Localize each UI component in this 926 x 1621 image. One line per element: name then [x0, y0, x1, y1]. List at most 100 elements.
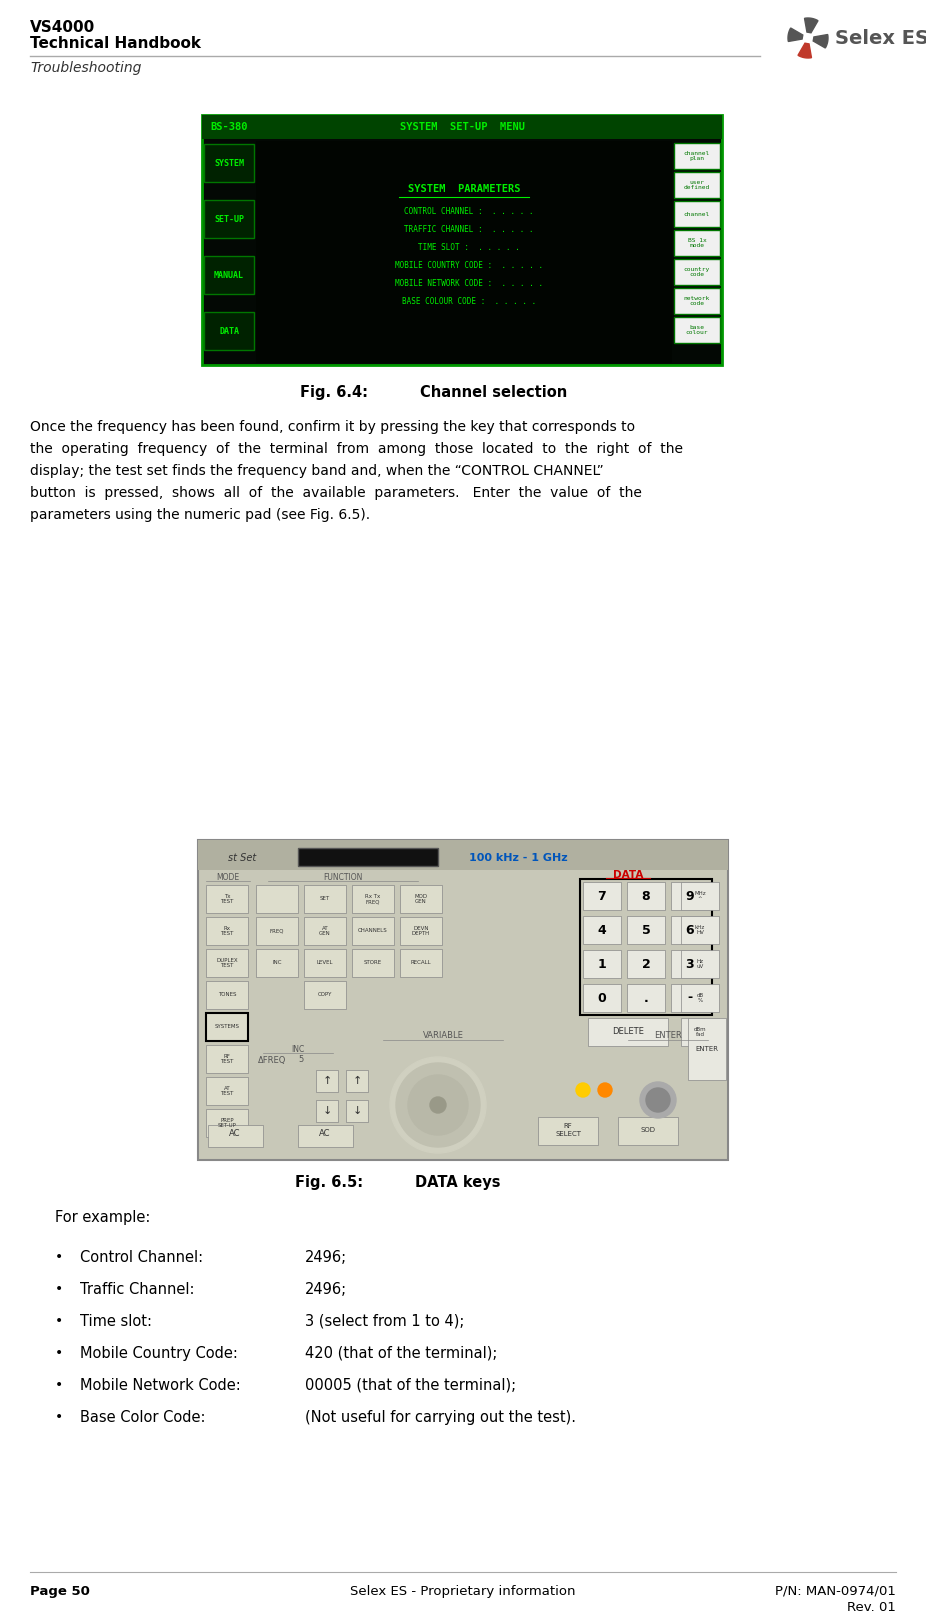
- Bar: [538, 1117, 598, 1144]
- Text: Technical Handbook: Technical Handbook: [30, 36, 201, 50]
- Text: SYSTEMS: SYSTEMS: [215, 1024, 240, 1029]
- Text: channel: channel: [684, 211, 710, 217]
- Text: country
code: country code: [684, 266, 710, 277]
- Text: 2: 2: [642, 958, 650, 971]
- Text: SYSTEM  PARAMETERS: SYSTEM PARAMETERS: [407, 185, 520, 195]
- Bar: [206, 948, 248, 977]
- Text: COPY: COPY: [318, 992, 332, 997]
- Bar: [583, 882, 621, 909]
- Bar: [688, 1018, 726, 1080]
- Text: DATA: DATA: [219, 326, 239, 336]
- Text: BS 1x
mode: BS 1x mode: [688, 238, 707, 248]
- Text: ↑: ↑: [352, 1076, 362, 1086]
- Text: FUNCTION: FUNCTION: [323, 874, 363, 882]
- Text: Troubleshooting: Troubleshooting: [30, 62, 142, 75]
- Text: MOD
GEN: MOD GEN: [415, 893, 428, 905]
- Text: Rev. 01: Rev. 01: [847, 1602, 896, 1615]
- Text: Fig. 6.4:: Fig. 6.4:: [300, 386, 368, 400]
- Bar: [304, 981, 346, 1008]
- Bar: [352, 948, 394, 977]
- Text: SET-UP: SET-UP: [214, 214, 244, 224]
- Text: Selex ES: Selex ES: [835, 29, 926, 47]
- Bar: [681, 1018, 719, 1046]
- Text: •: •: [55, 1378, 63, 1392]
- Text: 2496;: 2496;: [305, 1282, 347, 1297]
- Text: •: •: [55, 1345, 63, 1360]
- Bar: [316, 1070, 338, 1093]
- Text: •: •: [55, 1410, 63, 1423]
- Bar: [352, 885, 394, 913]
- Text: Fig. 6.5:: Fig. 6.5:: [295, 1175, 363, 1190]
- Bar: [202, 115, 722, 139]
- Bar: [202, 115, 722, 365]
- Text: ENTER: ENTER: [695, 1046, 719, 1052]
- Text: AT
GEN: AT GEN: [319, 926, 331, 937]
- Text: CONTROL CHANNEL :  . . . . .: CONTROL CHANNEL : . . . . .: [405, 206, 533, 216]
- Bar: [674, 201, 720, 227]
- Text: INC: INC: [272, 961, 282, 966]
- Bar: [198, 840, 728, 1161]
- Bar: [256, 948, 298, 977]
- Text: SOD: SOD: [641, 1127, 656, 1133]
- Text: DATA: DATA: [613, 870, 644, 880]
- Bar: [674, 172, 720, 198]
- Bar: [671, 882, 709, 909]
- Text: MHz
^: MHz ^: [694, 890, 706, 901]
- Bar: [206, 1013, 248, 1041]
- Bar: [674, 318, 720, 344]
- Bar: [204, 144, 254, 182]
- Text: 00005 (that of the terminal);: 00005 (that of the terminal);: [305, 1378, 516, 1392]
- Text: AC: AC: [230, 1130, 241, 1138]
- Text: FREQ: FREQ: [269, 929, 284, 934]
- Bar: [206, 885, 248, 913]
- Text: -: -: [687, 992, 693, 1005]
- Circle shape: [598, 1083, 612, 1097]
- Bar: [400, 885, 442, 913]
- Text: Page 50: Page 50: [30, 1585, 90, 1598]
- Bar: [208, 1125, 263, 1148]
- Bar: [674, 289, 720, 314]
- Bar: [206, 1046, 248, 1073]
- Text: Rx Tx
FREQ: Rx Tx FREQ: [366, 893, 381, 905]
- Text: RF
SELECT: RF SELECT: [555, 1123, 581, 1136]
- Text: Time slot:: Time slot:: [80, 1315, 152, 1329]
- Text: ↓: ↓: [322, 1106, 332, 1115]
- Text: Channel selection: Channel selection: [420, 386, 568, 400]
- Bar: [627, 916, 665, 943]
- Bar: [681, 882, 719, 909]
- Text: Base Color Code:: Base Color Code:: [80, 1410, 206, 1425]
- Bar: [671, 916, 709, 943]
- Bar: [400, 917, 442, 945]
- Text: Control Channel:: Control Channel:: [80, 1250, 203, 1264]
- Bar: [206, 917, 248, 945]
- Text: Hz
uV: Hz uV: [696, 958, 704, 969]
- Bar: [671, 984, 709, 1012]
- Bar: [204, 311, 254, 350]
- Text: SET: SET: [320, 896, 330, 901]
- Text: 420 (that of the terminal);: 420 (that of the terminal);: [305, 1345, 497, 1362]
- Text: user
defined: user defined: [684, 180, 710, 190]
- Bar: [198, 840, 728, 870]
- Text: VS4000: VS4000: [30, 19, 95, 36]
- Bar: [206, 981, 248, 1008]
- Text: ↓: ↓: [352, 1106, 362, 1115]
- Text: •: •: [55, 1282, 63, 1297]
- Text: 3 (select from 1 to 4);: 3 (select from 1 to 4);: [305, 1315, 464, 1329]
- Text: button  is  pressed,  shows  all  of  the  available  parameters.   Enter  the  : button is pressed, shows all of the avai…: [30, 486, 642, 499]
- Bar: [206, 1076, 248, 1106]
- Text: 5: 5: [642, 924, 650, 937]
- Bar: [627, 984, 665, 1012]
- Text: Mobile Network Code:: Mobile Network Code:: [80, 1378, 241, 1392]
- Bar: [304, 917, 346, 945]
- Text: ENTER: ENTER: [654, 1031, 682, 1039]
- Bar: [674, 143, 720, 169]
- Text: TIME SLOT :  . . . . .: TIME SLOT : . . . . .: [419, 243, 519, 251]
- Text: CHANNELS: CHANNELS: [358, 929, 388, 934]
- Text: parameters using the numeric pad (see Fig. 6.5).: parameters using the numeric pad (see Fi…: [30, 507, 370, 522]
- Bar: [256, 917, 298, 945]
- Text: the  operating  frequency  of  the  terminal  from  among  those  located  to  t: the operating frequency of the terminal …: [30, 443, 683, 456]
- Polygon shape: [805, 18, 818, 32]
- Text: st Set: st Set: [228, 853, 257, 862]
- Polygon shape: [788, 28, 803, 42]
- Text: 3: 3: [685, 958, 694, 971]
